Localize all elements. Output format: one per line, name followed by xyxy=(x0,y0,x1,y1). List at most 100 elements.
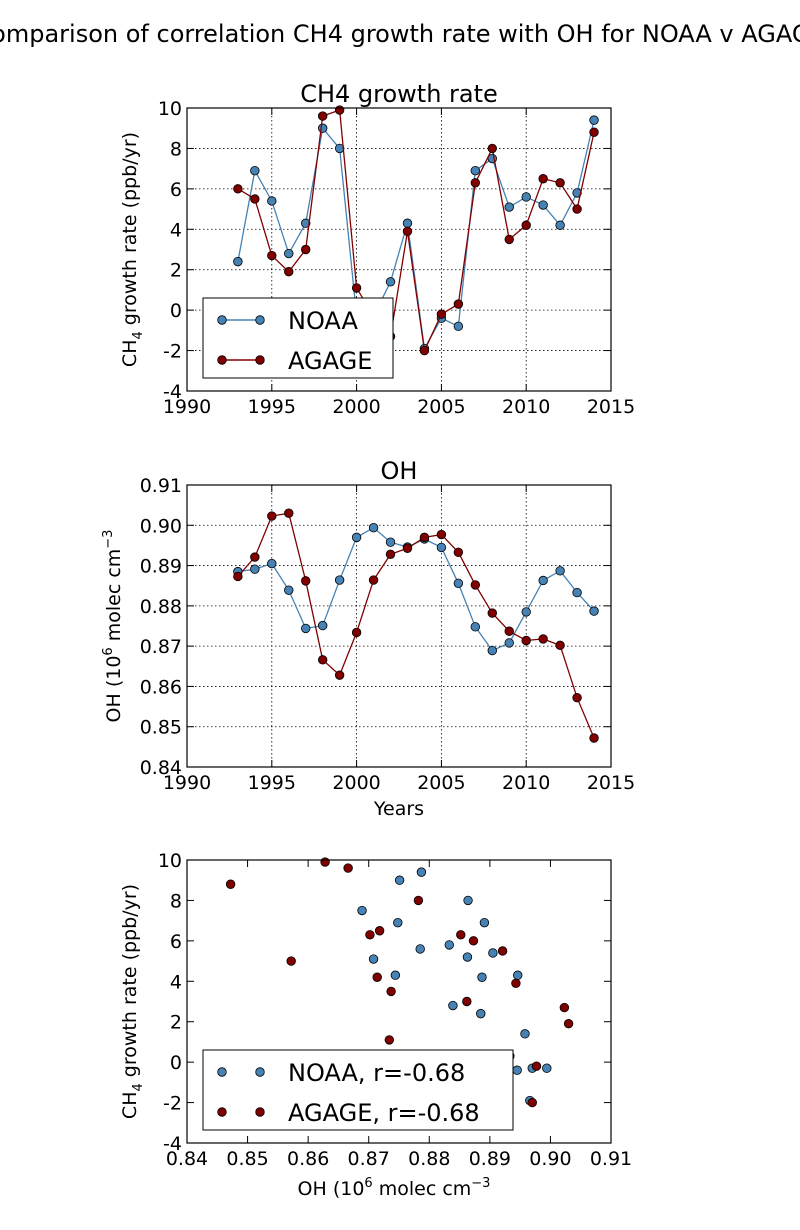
agage-series-line xyxy=(237,109,595,353)
agage-scatter-point xyxy=(413,895,424,906)
agage-scatter-point xyxy=(374,926,385,936)
ch4-growth-rate-panel: 1990 1995 2000 2005 2010 2015 -4 -2 0 2 4 6 8 10 CH4 g… xyxy=(119,80,635,418)
noaa-point xyxy=(470,622,481,632)
noaa-point xyxy=(334,575,345,585)
noaa-point xyxy=(317,123,328,133)
x-tick-label: 0.85 xyxy=(226,1148,268,1170)
agage-scatter-point xyxy=(462,996,472,1007)
legend-marker xyxy=(217,1107,227,1117)
noaa-point xyxy=(521,607,531,617)
x-tick-label: 2015 xyxy=(587,396,635,418)
agage-point xyxy=(368,575,379,585)
legend-label: AGAGE xyxy=(288,347,372,375)
agage-point xyxy=(487,608,497,618)
x-tick-label: 0.90 xyxy=(529,1148,571,1170)
agage-scatter-point xyxy=(286,956,296,966)
x-tick-label: 2005 xyxy=(417,772,465,794)
y-tick-label: 8 xyxy=(170,138,182,160)
legend-box xyxy=(202,297,394,379)
y-tick-label: 4 xyxy=(170,219,182,241)
noaa-point xyxy=(470,165,481,176)
y-tick-label: 2 xyxy=(170,1012,182,1034)
agage-point xyxy=(470,580,481,590)
y-tick-label: -4 xyxy=(163,381,182,403)
x-tick-label: 0.89 xyxy=(469,1148,511,1170)
agage-point xyxy=(233,571,243,582)
x-tick-label: 0.84 xyxy=(166,1148,208,1170)
agage-point xyxy=(284,508,294,518)
noaa-scatter-point xyxy=(488,948,498,958)
agage-point xyxy=(402,226,413,237)
noaa-point xyxy=(351,532,362,543)
y-tick-label: 0.85 xyxy=(140,717,182,739)
agage-scatter-point xyxy=(384,1035,395,1045)
plot-frame xyxy=(186,484,612,768)
noaa-point xyxy=(589,606,599,616)
legend-marker xyxy=(255,1107,265,1117)
legend-label: NOAA xyxy=(288,307,359,335)
noaa-scatter-point xyxy=(416,867,427,877)
agage-point xyxy=(334,670,345,680)
noaa-scatter-point xyxy=(476,1008,486,1019)
y-tick-label: 6 xyxy=(170,931,182,953)
agage-point xyxy=(419,532,430,543)
noaa-point xyxy=(453,578,464,588)
agage-scatter-point xyxy=(386,986,396,997)
agage-point xyxy=(538,174,548,184)
noaa-scatter-point xyxy=(357,905,367,916)
noaa-point xyxy=(267,196,277,206)
x-tick-label: 2010 xyxy=(502,396,550,418)
agage-point xyxy=(453,299,464,309)
agage-point xyxy=(504,234,514,245)
x-tick-label: 2015 xyxy=(587,772,635,794)
noaa-point xyxy=(538,200,548,210)
y-tick-label: 8 xyxy=(170,890,182,912)
noaa-point xyxy=(436,542,447,553)
agage-point xyxy=(589,733,599,743)
noaa-scatter-point xyxy=(542,1063,552,1073)
agage-scatter-point xyxy=(511,978,521,989)
noaa-scatter-point xyxy=(444,940,454,950)
legend-marker xyxy=(255,315,265,325)
y-tick-label: 10 xyxy=(158,98,182,120)
y-tick-label: 0.89 xyxy=(140,556,182,578)
agage-point xyxy=(572,204,582,214)
agage-scatter-point xyxy=(365,930,375,940)
noaa-scatter-point xyxy=(394,875,405,885)
agage-point xyxy=(385,549,396,559)
oh-panel: 1990 1995 2000 2005 2010 2015 0.84 0.85 0.86 0.87… xyxy=(101,457,635,820)
noaa-point xyxy=(301,623,311,634)
y-tick-label: -4 xyxy=(163,1133,182,1155)
y-tick-label: -2 xyxy=(163,1093,182,1115)
agage-scatter-point xyxy=(527,1097,537,1108)
noaa-point xyxy=(284,585,294,595)
legend-marker xyxy=(255,1067,265,1077)
noaa-scatter-point xyxy=(415,944,425,954)
noaa-point xyxy=(555,566,565,576)
agage-scatter-point xyxy=(456,930,466,940)
agage-point xyxy=(267,250,277,261)
noaa-point xyxy=(284,248,294,259)
y-axis-label: OH (106 molec cm−3 xyxy=(101,530,125,723)
noaa-scatter-point xyxy=(479,917,490,928)
y-tick-label: 10 xyxy=(158,850,182,872)
agage-point xyxy=(453,547,464,557)
agage-scatter-point xyxy=(225,879,236,889)
legend-marker xyxy=(217,315,227,325)
y-tick-label: 0.87 xyxy=(140,636,182,658)
agage-point xyxy=(487,143,497,154)
agage-point xyxy=(521,220,531,230)
agage-scatter-point xyxy=(468,936,479,946)
legend-label: AGAGE, r=-0.68 xyxy=(288,1099,480,1127)
agage-point xyxy=(351,283,362,293)
y-axis-label: CH4 growth rate (ppb/yr) xyxy=(119,884,146,1119)
legend-label: NOAA, r=-0.68 xyxy=(288,1059,465,1087)
noaa-point xyxy=(504,202,514,212)
x-tick-label: 0.91 xyxy=(590,1148,632,1170)
agage-point xyxy=(284,267,294,277)
x-tick-label: 2000 xyxy=(332,396,380,418)
noaa-point xyxy=(385,537,396,547)
y-tick-label: 4 xyxy=(170,971,182,993)
noaa-scatter-point xyxy=(368,954,379,964)
